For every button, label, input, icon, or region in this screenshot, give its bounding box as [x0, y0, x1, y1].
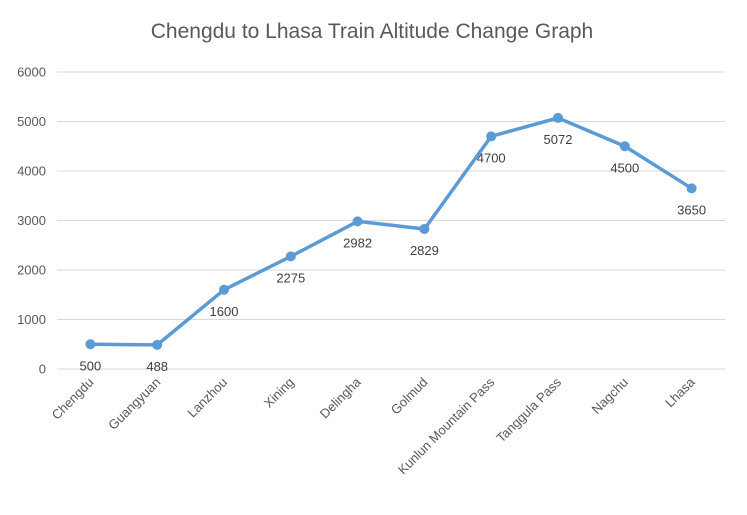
- data-label-delingha: 2982: [343, 235, 372, 250]
- data-point-xining: [285, 251, 296, 262]
- y-tick-label-3000: 3000: [17, 213, 46, 228]
- y-tick-label-4000: 4000: [17, 164, 46, 179]
- y-tick-label-6000: 6000: [17, 65, 46, 80]
- data-label-chengdu: 500: [80, 358, 102, 373]
- y-tick-label-1000: 1000: [17, 312, 46, 327]
- y-tick-label-0: 0: [39, 362, 46, 377]
- x-tick-label-lhasa: Lhasa: [662, 374, 698, 410]
- y-axis-ticks: 0 1000 2000 3000 4000 5000 6000: [17, 65, 46, 377]
- data-label-xining: 2275: [276, 270, 305, 285]
- data-point-golmud: [419, 223, 430, 234]
- data-point-nagchu: [619, 141, 630, 152]
- y-tick-label-5000: 5000: [17, 114, 46, 129]
- data-label-golmud: 2829: [410, 243, 439, 258]
- data-label-tanggula-pass: 5072: [544, 132, 573, 147]
- x-tick-label-xining: Xining: [261, 375, 297, 411]
- data-point-delingha: [352, 216, 363, 227]
- chart-title: Chengdu to Lhasa Train Altitude Change G…: [151, 20, 593, 43]
- x-tick-label-golmud: Golmud: [388, 375, 431, 418]
- x-tick-label-lanzhou: Lanzhou: [184, 375, 230, 421]
- gridlines: [57, 71, 725, 370]
- data-point-guangyuan: [152, 339, 163, 350]
- data-label-nagchu: 4500: [610, 160, 639, 175]
- x-axis-ticks: Chengdu Guangyuan Lanzhou Xining Delingha Gol…: [49, 374, 699, 477]
- data-point-tanggula-pass: [553, 112, 563, 123]
- x-tick-label-chengdu: Chengdu: [49, 375, 97, 423]
- x-tick-label-nagchu: Nagchu: [589, 375, 631, 417]
- data-point-kunlun-mountain-pass: [486, 131, 497, 142]
- data-point-lhasa: [686, 183, 697, 194]
- x-tick-label-delingha: Delingha: [317, 374, 364, 421]
- data-labels: 500 488 1600 2275 2982 2829 4700 5072 4500 3650: [80, 132, 707, 374]
- x-tick-label-guangyuan: Guangyuan: [105, 375, 163, 433]
- data-point-lanzhou: [219, 284, 229, 295]
- data-label-lhasa: 3650: [677, 202, 706, 217]
- series-layer: [85, 112, 697, 350]
- series-line-0: [88, 116, 694, 347]
- data-label-kunlun-mountain-pass: 4700: [477, 150, 506, 165]
- data-label-guangyuan: 488: [146, 359, 168, 374]
- data-label-lanzhou: 1600: [210, 304, 239, 319]
- y-tick-label-2000: 2000: [17, 263, 46, 278]
- x-tick-label-tanggula-pass: Tanggula Pass: [493, 374, 564, 445]
- data-point-chengdu: [85, 339, 96, 350]
